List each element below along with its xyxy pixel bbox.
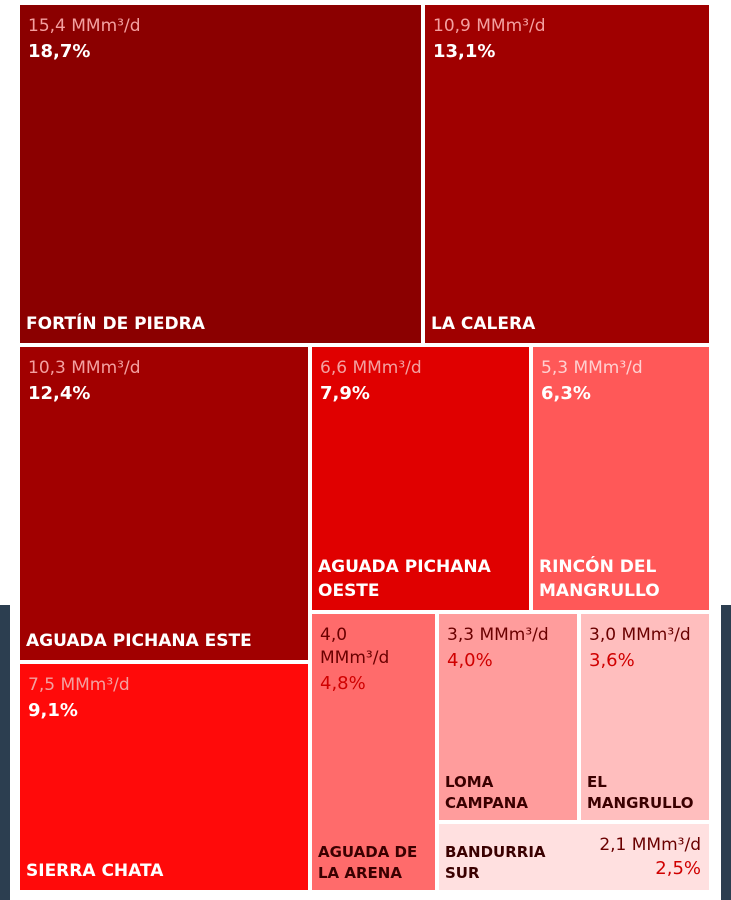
value-label: 6,6 MMm³/d (320, 358, 422, 378)
value-label: 10,3 MMm³/d (28, 358, 141, 378)
share-label: 13,1% (433, 40, 496, 62)
share-label: 4,0% (447, 649, 493, 671)
treemap-cell: 5,3 MMm³/d 6,3% RINCÓN DEL MANGRULLO (533, 347, 709, 610)
treemap-cell: 7,5 MMm³/d 9,1% SIERRA CHATA (20, 664, 308, 890)
category-label: EL MANGRULLO (587, 773, 694, 812)
share-label: 3,6% (589, 649, 635, 671)
value-label: 3,0 MMm³/d (589, 625, 691, 645)
share-label: 9,1% (28, 699, 78, 721)
treemap-cell: 10,9 MMm³/d 13,1% LA CALERA (425, 5, 709, 343)
treemap-cell: 6,6 MMm³/d 7,9% AGUADA PICHANA OESTE (312, 347, 529, 610)
value-label: 4,0 MMm³/d (320, 625, 390, 668)
value-label: 7,5 MMm³/d (28, 675, 130, 695)
share-label: 6,3% (541, 382, 591, 404)
treemap-cell: 10,3 MMm³/d 12,4% AGUADA PICHANA ESTE (20, 347, 308, 660)
category-label: RINCÓN DEL MANGRULLO (539, 557, 660, 602)
share-label: 18,7% (28, 40, 91, 62)
category-label: SIERRA CHATA (26, 861, 164, 882)
treemap-cell: 2,1 MMm³/d 2,5% BANDURRIA SUR (439, 824, 709, 890)
category-label: AGUADA PICHANA OESTE (318, 557, 491, 602)
category-label: LOMA CAMPANA (445, 773, 528, 812)
category-label: AGUADA PICHANA ESTE (26, 631, 252, 652)
value-label: 15,4 MMm³/d (28, 16, 141, 36)
value-label: 2,1 MMm³/d (599, 835, 701, 855)
treemap-cell: 4,0 MMm³/d 4,8% AGUADA DE LA ARENA (312, 614, 435, 890)
background-edge (721, 605, 731, 900)
background-edge (0, 605, 10, 900)
share-label: 7,9% (320, 382, 370, 404)
treemap-cell: 15,4 MMm³/d 18,7% FORTÍN DE PIEDRA (20, 5, 421, 343)
category-label: FORTÍN DE PIEDRA (26, 314, 205, 335)
category-label: BANDURRIA SUR (445, 843, 546, 882)
category-label: LA CALERA (431, 314, 536, 335)
value-label: 5,3 MMm³/d (541, 358, 643, 378)
category-label: AGUADA DE LA ARENA (318, 843, 418, 882)
share-label: 4,8% (320, 672, 366, 694)
treemap-cell: 3,3 MMm³/d 4,0% LOMA CAMPANA (439, 614, 577, 820)
share-label: 2,5% (655, 857, 701, 879)
treemap-cell: 3,0 MMm³/d 3,6% EL MANGRULLO (581, 614, 709, 820)
value-label: 3,3 MMm³/d (447, 625, 549, 645)
value-label: 10,9 MMm³/d (433, 16, 546, 36)
share-label: 12,4% (28, 382, 91, 404)
